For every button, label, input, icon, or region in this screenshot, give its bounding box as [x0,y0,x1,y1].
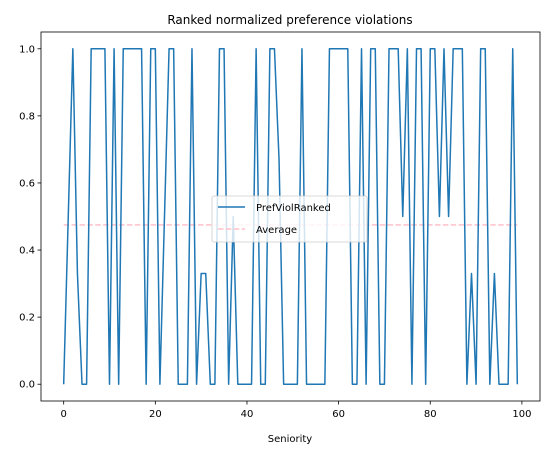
legend: PrefViolRanked Average [211,195,368,243]
series-line-prefviolranked [62,48,519,385]
y-tick-label: 0.6 [19,178,35,189]
plot-area [62,48,519,385]
x-tick-label: 100 [512,409,531,420]
x-tick-label: 60 [332,409,345,420]
chart-title: Ranked normalized preference violations [167,13,412,27]
x-axis-label: Seniority [268,434,313,445]
x-tick-label: 0 [60,409,66,420]
x-tick-label: 40 [241,409,254,420]
legend-box [211,195,368,243]
y-tick-label: 0.2 [19,313,35,324]
legend-label-prefviolranked: PrefViolRanked [256,203,331,214]
x-tick-label: 20 [149,409,162,420]
y-tick-label: 0.8 [19,111,35,122]
axis-ticks: 0 20 40 60 80 100 0.0 0.2 0.4 0.6 0.8 1.0 [19,44,531,420]
legend-label-average: Average [256,225,297,236]
x-tick-label: 80 [424,409,437,420]
axes-frame [40,31,541,402]
y-tick-label: 0.0 [19,380,35,391]
y-tick-label: 0.4 [19,246,35,257]
y-tick-label: 1.0 [19,44,35,55]
